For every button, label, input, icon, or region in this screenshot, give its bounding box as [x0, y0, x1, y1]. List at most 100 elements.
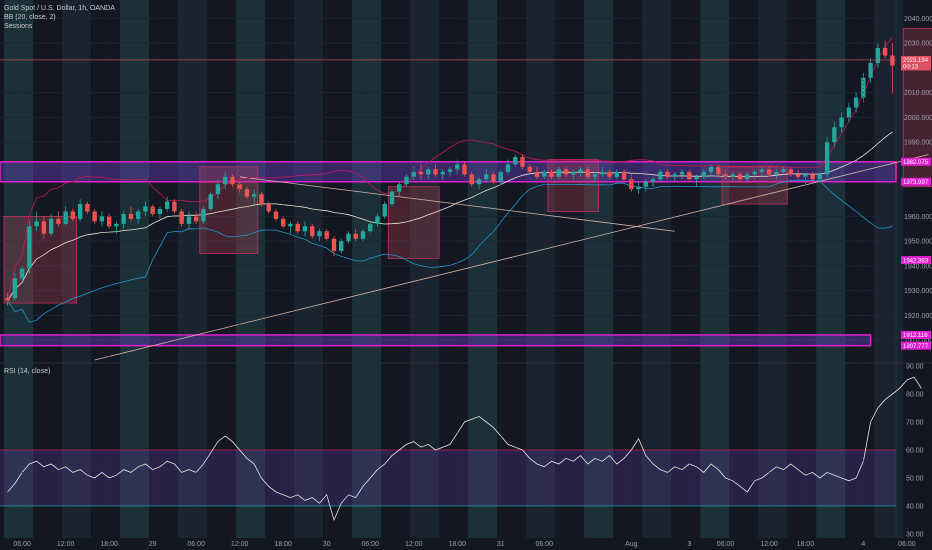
candle-body	[215, 184, 221, 195]
candle-body	[658, 171, 663, 180]
candle-body	[70, 211, 76, 219]
time-tick-label: 31	[497, 541, 505, 548]
candle-body	[252, 194, 257, 197]
price-label-box	[901, 55, 931, 64]
candle-body	[331, 238, 337, 252]
candle-body	[12, 278, 18, 299]
candle-body	[650, 179, 656, 182]
price-tick-label: 2000.000	[904, 115, 932, 122]
candle-body	[563, 169, 569, 175]
candle-body	[346, 233, 351, 242]
price-label-text: 1973.997	[903, 180, 929, 186]
candle-body	[890, 55, 895, 66]
candle-body	[817, 174, 823, 180]
bb-indicator-label[interactable]: BB (20, close, 2)	[4, 14, 56, 21]
candle-body	[121, 213, 126, 224]
session-bands	[4, 0, 904, 538]
candle-body	[99, 216, 105, 222]
session-band	[874, 0, 904, 538]
candle-body	[759, 169, 765, 172]
candle-body	[259, 194, 264, 205]
rsi-tick-label: 50.00	[906, 476, 924, 483]
time-tick-label: 06:00	[361, 541, 379, 548]
time-tick-label: Aug	[625, 541, 638, 548]
candle-body	[201, 208, 206, 222]
candle-body	[150, 206, 155, 214]
session-band	[294, 0, 324, 538]
bb-upper	[7, 37, 893, 301]
candle-body	[77, 204, 83, 219]
candle-body	[694, 176, 699, 180]
rsi-tick-label: 90.00	[906, 364, 924, 371]
candle-body	[788, 169, 794, 175]
rsi-pane	[0, 376, 922, 522]
sessions-indicator-label[interactable]: Sessions	[4, 23, 33, 30]
candle-body	[27, 226, 32, 269]
session-band	[236, 0, 266, 538]
rsi-legend: RSI (14, close)	[4, 367, 50, 376]
price-label-text: 1982.075	[903, 160, 929, 166]
price-label-box	[901, 256, 931, 265]
support-zone	[0, 334, 872, 347]
candle-body	[745, 174, 750, 180]
time-tick-label: 12:00	[231, 541, 249, 548]
time-tick-label: 4	[861, 541, 865, 548]
candle-body	[484, 174, 489, 180]
candle-body	[128, 213, 134, 219]
candle-body	[186, 216, 192, 224]
candle-body	[389, 191, 395, 205]
candle-body	[426, 169, 431, 175]
candle-body	[592, 174, 598, 177]
candle-body	[832, 127, 837, 143]
price-tick-label: 2030.000	[904, 41, 932, 48]
candle-body	[875, 48, 881, 63]
candle-body	[302, 226, 308, 232]
price-tick-label: 1920.000	[904, 313, 932, 320]
rsi-tick-label: 60.00	[906, 448, 924, 455]
candle-body	[607, 171, 612, 177]
session-band	[352, 0, 382, 538]
bollinger-bands	[7, 37, 893, 323]
rsi-indicator-label[interactable]: RSI (14, close)	[4, 368, 51, 375]
candle-body	[578, 169, 583, 172]
price-label-text: 1912.116	[903, 333, 928, 339]
price-label-box	[901, 157, 931, 166]
candle-body	[5, 298, 10, 301]
symbol-title[interactable]: Gold Spot / U.S. Dollar, 1h, OANDA	[4, 5, 115, 12]
candle-body	[600, 171, 605, 175]
price-label-text: 2023.194	[903, 58, 929, 64]
time-tick-label: 12:00	[57, 541, 75, 548]
candle-body	[135, 211, 141, 219]
candle-body	[723, 174, 728, 177]
session-band	[526, 0, 556, 538]
candle-body	[455, 164, 460, 170]
price-tick-label: 1990.000	[904, 140, 932, 147]
candle-body	[476, 179, 482, 185]
candle-body	[621, 171, 627, 180]
candle-body	[418, 171, 424, 175]
price-tick-label: 1960.000	[904, 214, 932, 221]
candle-body	[774, 171, 779, 175]
candle-body	[223, 176, 228, 185]
session-band	[584, 0, 614, 538]
axes: 2040.000 2030.000 2010.000 2000.000 1990.000…	[13, 0, 932, 548]
candle-body	[106, 216, 112, 227]
candle-body	[56, 218, 61, 224]
session-band	[4, 0, 34, 538]
time-tick-label: 06:00	[13, 541, 31, 548]
session-band	[700, 0, 730, 538]
candle-body	[433, 169, 438, 175]
candle-body	[672, 174, 677, 177]
candle-body	[643, 181, 648, 187]
candle-body	[491, 174, 496, 182]
candle-body	[411, 171, 416, 177]
price-label-text: 1907.777	[903, 344, 929, 350]
candle-body	[244, 189, 250, 197]
candle-body	[781, 169, 786, 172]
order-block	[547, 159, 600, 212]
price-tick-label: 2010.000	[904, 90, 932, 97]
time-tick-label: 06:00	[898, 541, 916, 548]
candle-body	[534, 171, 540, 177]
candle-body	[462, 164, 467, 175]
